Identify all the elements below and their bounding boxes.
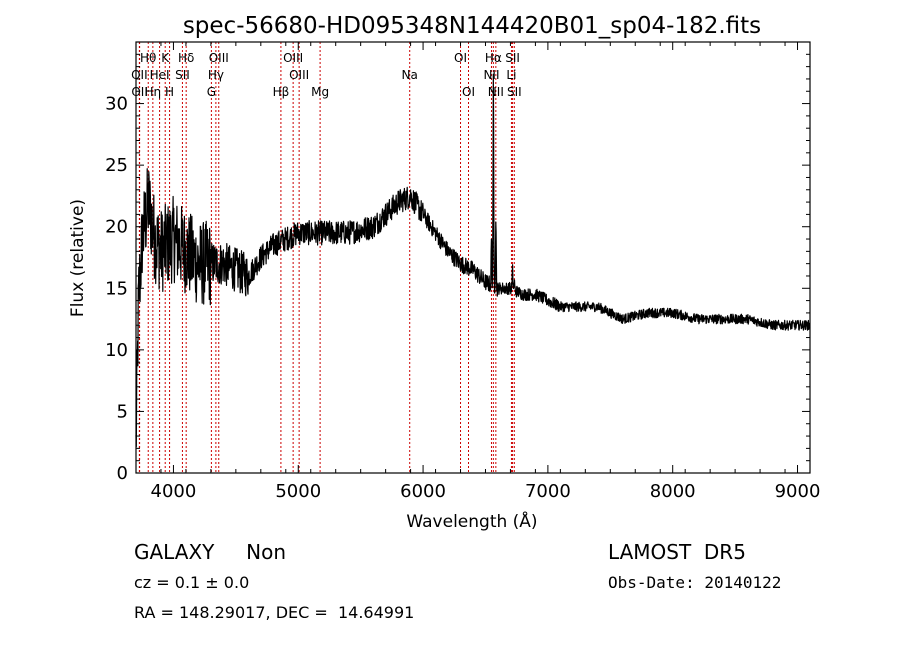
spectral-line-label: Hα <box>485 51 502 65</box>
spectral-line-label: Na <box>402 68 418 82</box>
y-tick-label: 30 <box>105 94 128 115</box>
spectral-line-label: Hθ <box>140 51 156 65</box>
chart-title: spec-56680-HD095348N144420B01_sp04-182.f… <box>183 13 761 39</box>
spectral-line-label: HeI <box>150 68 170 82</box>
x-tick-label: 8000 <box>650 481 696 502</box>
spectral-line-label: OII <box>131 85 148 99</box>
y-tick-label: 15 <box>105 278 128 299</box>
plot-frame <box>135 41 811 474</box>
spectral-line-label: Hβ <box>273 85 290 99</box>
spectrum-line <box>135 73 811 448</box>
spectral-line-label: SII <box>175 68 190 82</box>
spectral-line-label: Hδ <box>178 51 194 65</box>
spectral-line-label: OII <box>131 68 148 82</box>
spectral-line-label: Li <box>506 68 516 82</box>
y-tick-label: 0 <box>117 463 128 484</box>
y-tick-label: 25 <box>105 155 128 176</box>
redshift-cz: cz = 0.1 ± 0.0 <box>134 573 250 592</box>
spectral-line-label: Hη <box>145 85 162 99</box>
spectral-line-label: OI <box>462 85 475 99</box>
y-tick-label: 20 <box>105 217 128 238</box>
spectral-line-label: K <box>161 51 170 65</box>
spectral-line-label: OIII <box>209 51 229 65</box>
spectral-line-label: Mg <box>311 85 329 99</box>
spectral-line-label: G <box>207 85 216 99</box>
y-tick-label: 10 <box>105 340 128 361</box>
spectral-line-label: NII <box>483 68 499 82</box>
spectral-line-label: H <box>165 85 174 99</box>
x-tick-label: 9000 <box>775 481 821 502</box>
spectral-line-label: SII <box>507 85 522 99</box>
observation-date: Obs-Date: 20140122 <box>608 573 782 592</box>
spectral-line-labels: OII OII Hθ Hη K HeI H Hδ SII OIII Hγ G OIII OIII Hβ Mg N… <box>131 51 522 99</box>
spectral-line-label: SII <box>505 51 520 65</box>
object-type: GALAXY Non <box>134 540 287 564</box>
ra-dec-coordinates: RA = 148.29017, DEC = 14.64991 <box>134 603 415 622</box>
spectral-line-label: OIII <box>289 68 309 82</box>
x-axis: 4000 5000 6000 7000 8000 9000 <box>135 42 821 502</box>
survey-name: LAMOST DR5 <box>608 540 746 564</box>
y-tick-label: 5 <box>117 401 128 422</box>
spectral-line-label: OIII <box>283 51 303 65</box>
x-tick-label: 7000 <box>525 481 571 502</box>
y-axis-label: Flux (relative) <box>68 199 88 317</box>
x-tick-label: 6000 <box>400 481 446 502</box>
y-axis: 0 5 10 15 20 25 30 <box>105 53 810 484</box>
x-tick-label: 4000 <box>151 481 197 502</box>
spectral-line-label: Hγ <box>208 68 224 82</box>
spectral-line-label: OI <box>454 51 467 65</box>
x-tick-label: 5000 <box>275 481 321 502</box>
x-axis-label: Wavelength (Å) <box>406 510 537 532</box>
spectral-line-label: NII <box>488 85 504 99</box>
